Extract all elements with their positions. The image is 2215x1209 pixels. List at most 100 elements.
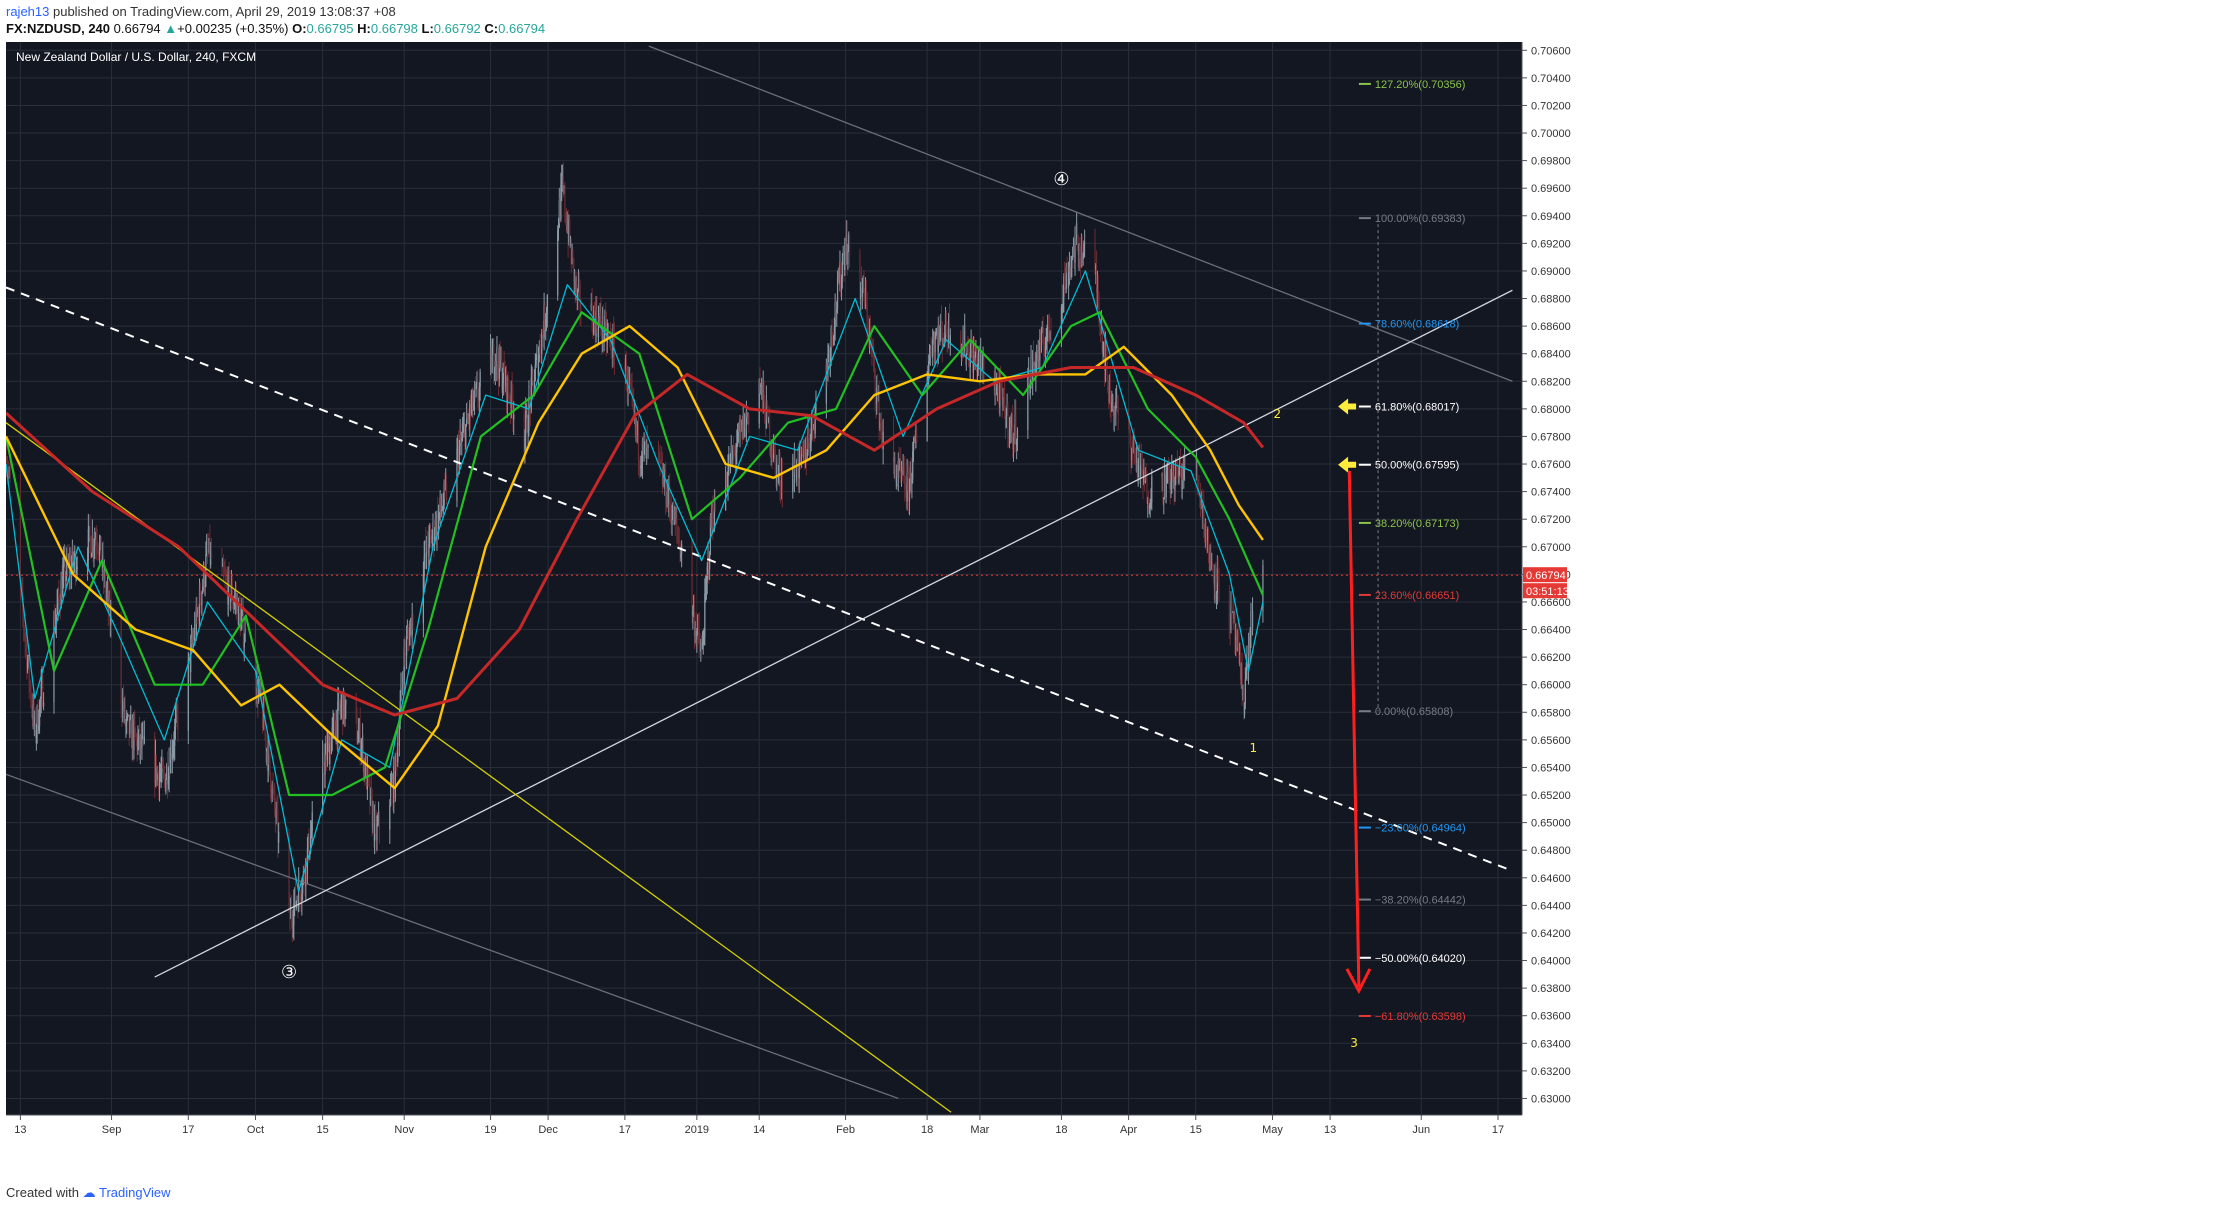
candle-body bbox=[28, 655, 30, 684]
candle-body bbox=[513, 414, 515, 420]
candle-body bbox=[1208, 560, 1210, 571]
candle-body bbox=[55, 614, 57, 623]
candle-body bbox=[568, 219, 570, 243]
candle-body bbox=[1077, 235, 1079, 255]
candle-body bbox=[1140, 457, 1143, 464]
y-tick-label: 0.67000 bbox=[1531, 542, 1571, 554]
candle-body bbox=[358, 722, 361, 734]
plot-layer: 127.20%(0.70356) 100.00%(0.69383) 78.60%(0… bbox=[6, 42, 1522, 1115]
candle-body bbox=[1128, 424, 1131, 431]
candle-body bbox=[75, 569, 77, 577]
candle-body bbox=[1108, 391, 1110, 402]
candle-body bbox=[996, 387, 998, 394]
candle-body bbox=[911, 479, 913, 484]
candle-body bbox=[859, 254, 861, 299]
moving-average-green bbox=[6, 311, 1264, 797]
y-tick-label: 0.64800 bbox=[1531, 845, 1571, 857]
candle-body bbox=[569, 219, 571, 245]
candle-body bbox=[339, 708, 341, 712]
candle-body bbox=[912, 442, 915, 452]
candle-body bbox=[567, 225, 569, 243]
y-tick-label: 0.70400 bbox=[1531, 73, 1571, 85]
candle-body bbox=[23, 627, 25, 637]
candle-body bbox=[266, 749, 269, 771]
candle-body bbox=[1174, 477, 1176, 491]
wave-label: 3 bbox=[1350, 1036, 1358, 1050]
candle-body bbox=[461, 437, 463, 441]
candle-body bbox=[558, 200, 560, 228]
candle-body bbox=[1211, 565, 1213, 567]
candle-body bbox=[842, 256, 844, 263]
candle-body bbox=[541, 331, 543, 354]
candle-body bbox=[936, 334, 939, 352]
candle-body bbox=[406, 633, 408, 638]
candle-body bbox=[242, 611, 244, 613]
candle-body bbox=[593, 310, 595, 335]
candle-body bbox=[437, 512, 439, 532]
y-tick-label: 0.69200 bbox=[1531, 238, 1571, 250]
candle-body bbox=[158, 775, 161, 790]
candle-body bbox=[641, 462, 643, 466]
candle-body bbox=[645, 441, 648, 459]
price-chart[interactable]: 127.20%(0.70356) 100.00%(0.69383) 78.60%(0… bbox=[0, 42, 2215, 1178]
candle-body bbox=[1008, 436, 1010, 438]
candle-body bbox=[598, 318, 600, 321]
candle-body bbox=[364, 759, 366, 776]
candle-body bbox=[877, 390, 879, 394]
candle-body bbox=[1012, 434, 1015, 450]
candle-body bbox=[1073, 246, 1075, 263]
candle-body bbox=[1211, 565, 1214, 572]
candle-body bbox=[94, 538, 96, 547]
tradingview-link[interactable]: TradingView bbox=[99, 1185, 171, 1200]
candle-body bbox=[642, 439, 644, 446]
candle-body bbox=[1201, 500, 1203, 514]
candle-body bbox=[326, 744, 328, 761]
candle-body bbox=[193, 640, 195, 642]
candle-body bbox=[1048, 326, 1051, 339]
candle-body bbox=[672, 502, 674, 519]
candle-body bbox=[743, 414, 745, 438]
candle-body bbox=[980, 351, 982, 371]
x-tick-label: Nov bbox=[394, 1124, 414, 1136]
candle-body bbox=[1183, 468, 1185, 480]
candle-body bbox=[401, 684, 403, 688]
candle-body bbox=[300, 900, 302, 902]
candle-body bbox=[800, 449, 803, 457]
candle-body bbox=[27, 655, 29, 662]
candle-body bbox=[1163, 498, 1165, 500]
candle-body bbox=[1195, 462, 1198, 469]
candle-body bbox=[607, 333, 609, 335]
candle-body bbox=[473, 401, 475, 410]
candle-body bbox=[393, 766, 395, 804]
candle-body bbox=[577, 283, 580, 290]
candle-body bbox=[975, 353, 977, 355]
author-link[interactable]: rajeh13 bbox=[6, 4, 50, 19]
candle-body bbox=[171, 753, 173, 760]
candle-body bbox=[443, 482, 445, 506]
candle-body bbox=[629, 382, 632, 386]
candle-body bbox=[601, 329, 603, 339]
candle-body bbox=[545, 313, 548, 320]
candle-body bbox=[1029, 382, 1031, 394]
candle-body bbox=[530, 377, 532, 411]
candle-body bbox=[912, 451, 914, 480]
candle-body bbox=[106, 588, 109, 592]
candle-body bbox=[998, 392, 1000, 408]
candle-body bbox=[329, 743, 331, 765]
candle-body bbox=[905, 492, 907, 502]
candle-body bbox=[509, 400, 512, 409]
x-tick-label: 13 bbox=[1324, 1124, 1336, 1136]
y-tick-label: 0.63200 bbox=[1531, 1066, 1571, 1078]
candle-body bbox=[1076, 227, 1078, 239]
candle-body bbox=[1141, 463, 1143, 475]
candle-body bbox=[462, 426, 464, 432]
y-tick-label: 0.66600 bbox=[1531, 597, 1571, 609]
candle-body bbox=[1042, 328, 1044, 343]
candle-body bbox=[1084, 242, 1086, 244]
candle-body bbox=[706, 567, 708, 582]
candle-body bbox=[701, 642, 704, 649]
candle-body bbox=[1168, 474, 1170, 476]
candle-body bbox=[738, 427, 740, 431]
y-tick-label: 0.66400 bbox=[1531, 625, 1571, 637]
candle-body bbox=[1072, 256, 1074, 258]
